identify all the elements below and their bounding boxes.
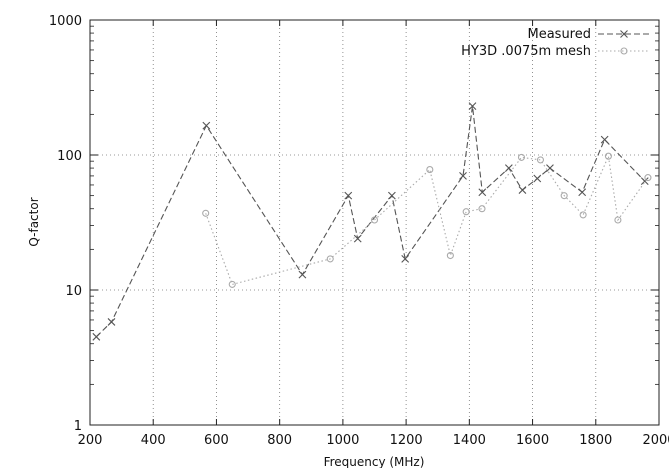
y-tick-label: 100 (57, 149, 82, 164)
series-line (95, 106, 646, 338)
x-tick-label: 400 (141, 433, 166, 448)
y-tick-label: 1000 (49, 14, 82, 29)
data-point (426, 166, 434, 174)
plot-frame (89, 19, 660, 426)
axis-ticks: 200 400 600 800 1000 1200 1400 1600 1800 2000 1 10 1… (49, 14, 669, 448)
data-point (344, 191, 353, 200)
data-point (478, 205, 486, 213)
series-group (92, 102, 652, 341)
data-point (533, 174, 542, 183)
y-tick-label: 10 (65, 284, 82, 299)
x-tick-label: 200 (78, 433, 103, 448)
data-point (459, 172, 467, 180)
series-hy3d (202, 152, 652, 288)
legend-label: HY3D .0075m mesh (461, 44, 591, 59)
data-point (614, 216, 622, 224)
data-point (446, 251, 454, 260)
data-point (478, 188, 487, 197)
y-axis-title: Q-factor (27, 197, 41, 246)
data-point (536, 156, 545, 164)
data-point (504, 164, 513, 172)
data-point (462, 208, 470, 216)
legend: Measured HY3D .0075m mesh (461, 27, 650, 59)
data-point (370, 216, 379, 224)
series-line (205, 154, 649, 286)
x-tick-label: 1400 (453, 433, 486, 448)
data-point (401, 255, 410, 263)
data-point (202, 209, 210, 217)
data-point (579, 211, 587, 219)
data-point (578, 188, 587, 197)
data-point (202, 121, 211, 130)
data-point (387, 191, 396, 200)
x-tick-label: 1600 (516, 433, 549, 448)
legend-label: Measured (527, 27, 591, 42)
data-point (517, 153, 526, 161)
data-point (468, 102, 477, 111)
data-point (298, 270, 307, 279)
data-point (604, 152, 612, 160)
legend-marker (620, 47, 628, 55)
x-tick-label: 2000 (642, 433, 669, 448)
data-point (600, 135, 609, 144)
grid (90, 20, 659, 425)
y-tick-label: 1 (74, 419, 82, 434)
data-point (326, 255, 334, 263)
x-tick-label: 1000 (326, 433, 359, 448)
data-point (92, 332, 101, 341)
data-point (640, 177, 649, 186)
data-point (546, 164, 554, 172)
data-point (560, 192, 568, 200)
legend-marker (620, 30, 628, 38)
data-point (518, 186, 527, 194)
data-point (107, 318, 116, 326)
data-point (353, 234, 362, 243)
x-tick-label: 800 (267, 433, 292, 448)
x-tick-label: 1800 (579, 433, 612, 448)
data-point (228, 280, 236, 288)
series-measured (92, 102, 649, 341)
data-point (644, 174, 652, 182)
x-axis-title: Frequency (MHz) (324, 455, 425, 468)
x-tick-label: 600 (204, 433, 229, 448)
x-tick-label: 1200 (390, 433, 423, 448)
